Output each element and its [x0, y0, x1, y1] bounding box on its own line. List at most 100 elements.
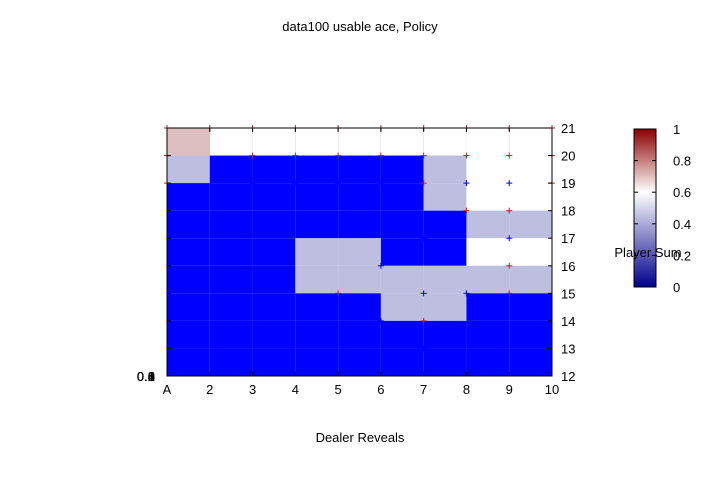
y-tick-label: 14: [561, 314, 575, 329]
heatmap-cell: [509, 320, 552, 349]
heatmap-cell: [167, 293, 210, 321]
heatmap-cell: [209, 155, 253, 184]
heatmap-cell: [338, 348, 381, 376]
heatmap-cell: [338, 155, 381, 184]
heatmap-cell: [338, 293, 381, 321]
hit-point: [292, 180, 299, 187]
heatmap-cell: [380, 320, 424, 349]
heatmap-cell: [167, 348, 210, 376]
x-tick-label: 10: [545, 382, 559, 397]
heatmap-cell: [509, 265, 552, 294]
heatmap-cell: [295, 265, 339, 294]
x-tick-label: 2: [206, 382, 213, 397]
heatmap-cell: [338, 238, 381, 266]
hit-point: [377, 180, 384, 187]
hit-point: [463, 180, 470, 187]
left-axis-label: 0.2: [137, 369, 155, 384]
left-axis-label: 0.8: [137, 369, 155, 384]
left-axis-label: 0.6: [137, 369, 155, 384]
left-axis-labels: 00.20.40.60.81: [137, 369, 155, 384]
heatmap-cell: [466, 348, 510, 376]
x-axis-ticks: A 2 3 4 5 6 7 8 9 10: [163, 128, 559, 397]
stand-point: [463, 207, 470, 214]
y-tick-label: 16: [561, 259, 575, 274]
heatmap-cell: [295, 348, 339, 376]
heatmap-cell: [209, 348, 253, 376]
y-tick-label: 17: [561, 231, 575, 246]
heatmap-cell: [252, 128, 296, 156]
heatmap-cell: [167, 210, 210, 239]
x-tick-label: 3: [249, 382, 256, 397]
stand-point: [335, 290, 342, 297]
heatmap-cell: [338, 210, 381, 239]
heatmap-cell: [338, 183, 381, 211]
heatmap-cell: [252, 293, 296, 321]
heatmap-cell: [380, 210, 424, 239]
hit-point: [420, 235, 427, 242]
heatmap-cell: [380, 265, 424, 294]
x-tick-label: 6: [377, 382, 384, 397]
heatmap-cell: [167, 183, 210, 211]
heatmap-cell: [509, 293, 552, 321]
y-tick-label: 15: [561, 286, 575, 301]
heatmap-cell: [252, 210, 296, 239]
heatmap-cell: [509, 210, 552, 239]
plot-frame: [166, 127, 553, 377]
heatmap-cell: [509, 183, 552, 211]
heatmap-cell: [423, 320, 467, 349]
x-tick-label: 8: [463, 382, 470, 397]
chart-title: data100 usable ace, Policy: [282, 19, 438, 34]
heatmap-cell: [252, 183, 296, 211]
heatmap-cell: [209, 238, 253, 266]
heatmap-cell: [509, 155, 552, 184]
stand-point: [420, 317, 427, 324]
stand-point: [377, 152, 384, 159]
hit-point: [377, 262, 384, 269]
x-tick-label: A: [163, 382, 172, 397]
heatmap-cell: [380, 238, 424, 266]
heatmap-cell: [466, 128, 510, 156]
heatmap-cell: [466, 293, 510, 321]
left-axis-label: 0: [148, 369, 155, 384]
stand-point: [506, 152, 513, 159]
heatmap-cell: [167, 320, 210, 349]
hit-point: [463, 290, 470, 297]
heatmap-cell: [423, 128, 467, 156]
y-axis-label: Player Sum: [614, 245, 681, 260]
heatmap-cell: [252, 238, 296, 266]
stand-point: [292, 152, 299, 159]
colorbar-tick-label: 1: [673, 122, 680, 137]
colorbar-tick-label: 0.8: [673, 154, 691, 169]
heatmap-cell: [466, 183, 510, 211]
heatmap-cell: [466, 155, 510, 184]
hit-point: [420, 345, 427, 352]
left-axis-label: 0.4: [137, 369, 155, 384]
colorbar-tick-label: 0.4: [673, 217, 691, 232]
heatmap-cell: [423, 238, 467, 266]
hit-point: [249, 180, 256, 187]
heatmap-cell: [167, 155, 210, 184]
heatmap-cell: [295, 320, 339, 349]
y-tick-label: 18: [561, 204, 575, 219]
heatmap-cell: [167, 238, 210, 266]
heatmap-cell: [295, 128, 339, 156]
colorbar-ticks: 0 0.2 0.4 0.6 0.8 1: [634, 122, 691, 295]
y-tick-label: 21: [561, 121, 575, 136]
heatmap-cell: [295, 238, 339, 266]
heatmap-cell: [167, 265, 210, 294]
heatmap-cell: [380, 293, 424, 321]
stand-point: [463, 152, 470, 159]
hit-point: [377, 317, 384, 324]
heatmap-cell: [338, 265, 381, 294]
hit-point: [335, 180, 342, 187]
stand-point: [420, 152, 427, 159]
heatmap-cell: [423, 183, 467, 211]
y-tick-label: 19: [561, 176, 575, 191]
heatmap-cell: [295, 155, 339, 184]
heatmap-cell: [338, 128, 381, 156]
heatmap-cell: [423, 155, 467, 184]
heatmap-cell: [209, 210, 253, 239]
stand-point: [335, 152, 342, 159]
left-axis-label: 1: [148, 369, 155, 384]
